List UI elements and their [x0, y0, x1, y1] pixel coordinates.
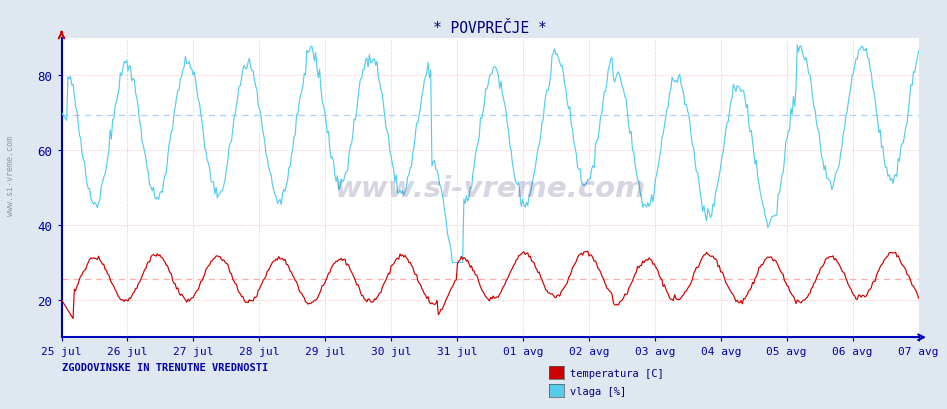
Text: www.si-vreme.com: www.si-vreme.com — [334, 174, 646, 202]
Text: ZGODOVINSKE IN TRENUTNE VREDNOSTI: ZGODOVINSKE IN TRENUTNE VREDNOSTI — [62, 362, 268, 372]
Title: * POVPREČJE *: * POVPREČJE * — [433, 21, 547, 36]
Text: vlaga [%]: vlaga [%] — [570, 387, 626, 396]
Text: www.si-vreme.com: www.si-vreme.com — [6, 136, 15, 216]
Text: temperatura [C]: temperatura [C] — [570, 369, 664, 378]
